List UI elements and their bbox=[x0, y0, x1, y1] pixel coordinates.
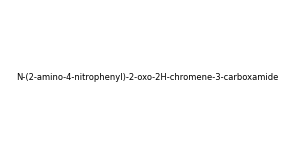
Text: N-(2-amino-4-nitrophenyl)-2-oxo-2H-chromene-3-carboxamide: N-(2-amino-4-nitrophenyl)-2-oxo-2H-chrom… bbox=[16, 73, 279, 81]
